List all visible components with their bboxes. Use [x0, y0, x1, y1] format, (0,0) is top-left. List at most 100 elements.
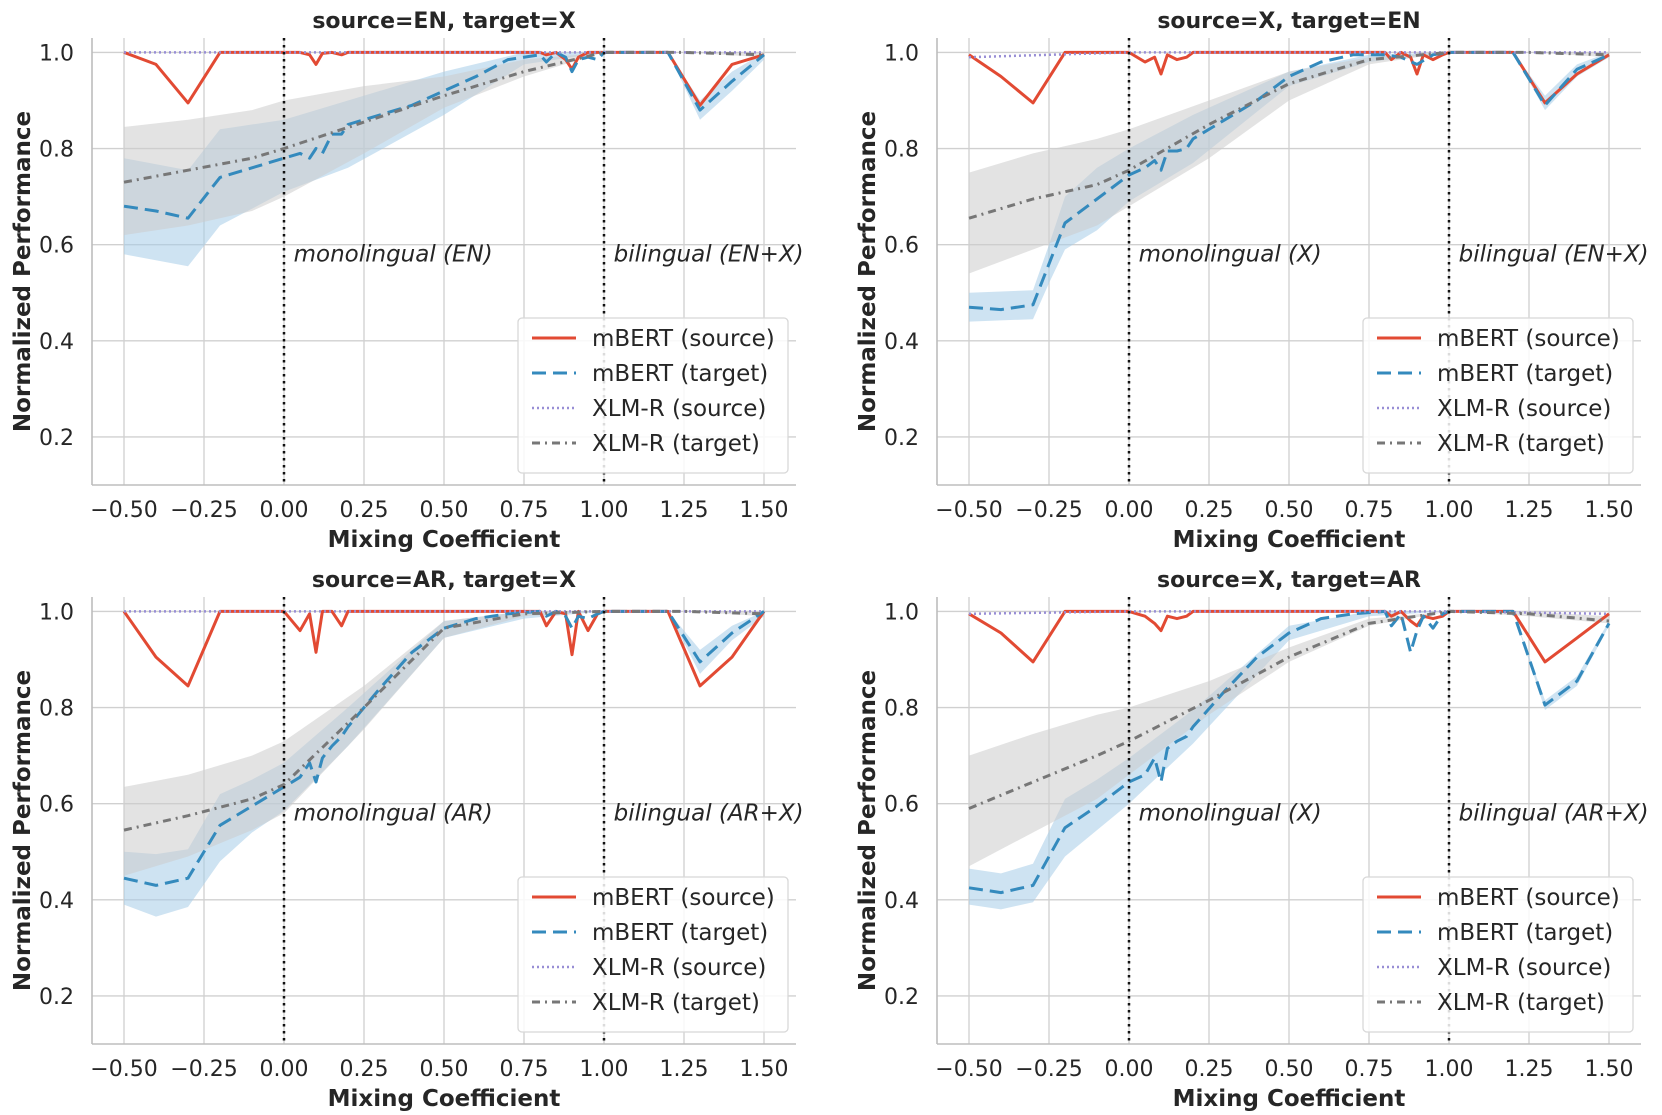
x-tick-label: 0.00 [1105, 498, 1154, 523]
x-tick-label: 0.25 [1185, 1057, 1234, 1082]
x-tick-label: 0.00 [260, 1057, 309, 1082]
legend-label: mBERT (target) [1437, 361, 1613, 387]
legend: mBERT (source) mBERT (target) XLM-R (sourc… [1362, 317, 1634, 474]
legend-label: XLM-R (target) [1437, 431, 1605, 457]
y-axis-label: Normalized Performance [855, 670, 881, 991]
region-annotation: monolingual (X) [1139, 801, 1322, 827]
x-tick-label: 1.00 [1425, 1057, 1474, 1082]
x-axis-label: Mixing Coefficient [328, 527, 561, 553]
chart-panel-4: −0.50 −0.25 0.00 0.25 0.50 0.75 1.00 1.25 1.50 0.… [855, 568, 1649, 1112]
region-annotation: monolingual (X) [1139, 242, 1322, 268]
x-tick-label: 1.25 [660, 1057, 709, 1082]
x-tick-label: 0.25 [1185, 498, 1234, 523]
legend-label: XLM-R (target) [1437, 990, 1605, 1016]
series-line [968, 51, 1609, 59]
y-tick-label: 0.2 [884, 426, 919, 451]
x-tick-label: 1.25 [660, 498, 709, 523]
x-tick-label: 1.00 [1425, 498, 1474, 523]
x-tick-label: 1.50 [740, 1057, 789, 1082]
confidence-band [969, 52, 1609, 274]
legend-box [1362, 317, 1634, 474]
confidence-band [124, 52, 764, 236]
y-tick-label: 0.8 [884, 138, 919, 163]
y-tick-label: 0.8 [884, 697, 919, 722]
y-tick-label: 0.6 [39, 234, 74, 259]
legend-label: mBERT (source) [592, 885, 775, 911]
y-tick-label: 1.0 [39, 600, 74, 625]
y-tick-label: 0.2 [39, 985, 74, 1010]
y-tick-label: 0.4 [39, 330, 74, 355]
plot-area [968, 50, 1610, 322]
region-annotation: monolingual (EN) [294, 242, 493, 268]
y-tick-label: 0.4 [39, 889, 74, 914]
series-line [123, 609, 765, 832]
legend-label: mBERT (source) [1437, 885, 1620, 911]
legend-box [517, 317, 789, 474]
x-tick-label: 0.75 [500, 498, 549, 523]
y-tick-label: 1.0 [884, 41, 919, 66]
x-tick-label: 1.50 [1585, 1057, 1634, 1082]
x-tick-label: 1.25 [1505, 498, 1554, 523]
x-tick-label: 0.75 [1345, 1057, 1394, 1082]
x-tick-label: 0.50 [1265, 498, 1314, 523]
legend-label: mBERT (target) [592, 920, 768, 946]
legend-box [517, 876, 789, 1033]
x-tick-label: 0.25 [340, 1057, 389, 1082]
x-tick-label: 0.00 [1105, 1057, 1154, 1082]
x-tick-label: −0.25 [1015, 498, 1082, 523]
x-tick-label: 0.75 [500, 1057, 549, 1082]
legend-label: mBERT (source) [592, 326, 775, 352]
legend-label: mBERT (target) [1437, 920, 1613, 946]
x-tick-label: 0.25 [340, 498, 389, 523]
y-tick-label: 0.6 [884, 234, 919, 259]
y-axis-label: Normalized Performance [855, 111, 881, 432]
x-tick-label: −0.25 [170, 1057, 237, 1082]
legend: mBERT (source) mBERT (target) XLM-R (sourc… [517, 317, 789, 474]
x-tick-label: −0.50 [935, 498, 1002, 523]
region-annotation: bilingual (AR+X) [1459, 801, 1649, 827]
legend-label: mBERT (source) [1437, 326, 1620, 352]
legend-box [1362, 876, 1634, 1033]
y-tick-label: 0.8 [39, 697, 74, 722]
legend-label: XLM-R (source) [1437, 396, 1611, 422]
x-tick-label: 1.50 [1585, 498, 1634, 523]
series-line [968, 610, 1610, 616]
y-tick-label: 0.4 [884, 330, 919, 355]
y-axis-label: Normalized Performance [10, 111, 36, 432]
x-tick-label: 1.25 [1505, 1057, 1554, 1082]
x-tick-label: 0.50 [420, 498, 469, 523]
legend-label: XLM-R (target) [592, 431, 760, 457]
legend-label: XLM-R (target) [592, 990, 760, 1016]
y-tick-label: 0.6 [884, 793, 919, 818]
x-axis-label: Mixing Coefficient [328, 1086, 561, 1112]
x-tick-label: 0.50 [1265, 1057, 1314, 1082]
y-tick-label: 0.2 [884, 985, 919, 1010]
legend-label: XLM-R (source) [592, 396, 766, 422]
confidence-band [124, 611, 764, 876]
y-tick-label: 0.8 [39, 138, 74, 163]
chart-title: source=X, target=EN [1157, 9, 1420, 34]
legend-label: XLM-R (source) [1437, 955, 1611, 981]
chart-title: source=X, target=AR [1157, 568, 1421, 593]
y-tick-label: 1.0 [884, 600, 919, 625]
region-annotation: monolingual (AR) [294, 801, 493, 827]
x-tick-label: 1.00 [580, 1057, 629, 1082]
x-axis-label: Mixing Coefficient [1173, 1086, 1406, 1112]
chart-title: source=EN, target=X [312, 9, 575, 34]
x-tick-label: 1.50 [740, 498, 789, 523]
x-tick-label: 0.50 [420, 1057, 469, 1082]
y-tick-label: 0.4 [884, 889, 919, 914]
region-annotation: bilingual (EN+X) [1459, 242, 1649, 268]
legend-label: mBERT (target) [592, 361, 768, 387]
chart-panel-1: −0.50 −0.25 0.00 0.25 0.50 0.75 1.00 1.25 1.50 0.… [10, 9, 804, 553]
confidence-band [969, 611, 1609, 910]
y-tick-label: 0.6 [39, 793, 74, 818]
y-tick-label: 0.2 [39, 426, 74, 451]
series-line [968, 50, 1610, 220]
y-axis-label: Normalized Performance [10, 670, 36, 991]
x-tick-label: −0.50 [90, 498, 157, 523]
x-tick-label: 0.75 [1345, 498, 1394, 523]
confidence-band [124, 611, 764, 917]
x-axis-label: Mixing Coefficient [1173, 527, 1406, 553]
